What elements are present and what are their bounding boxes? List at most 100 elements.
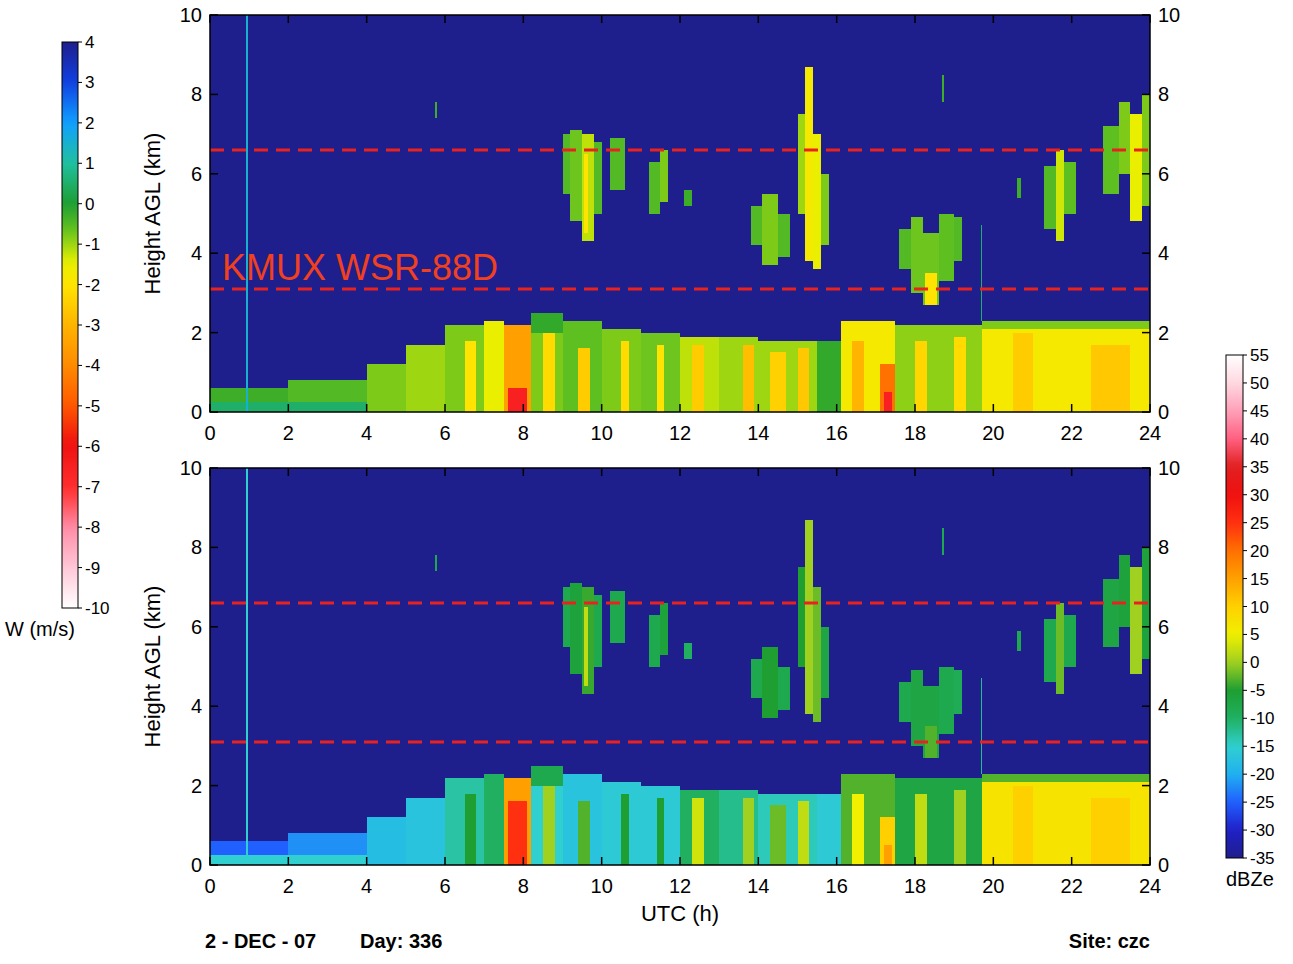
echo-cell [210,402,367,412]
y-tick-label: 6 [191,163,202,185]
colorbar-tick [78,405,82,406]
y-tick [210,14,218,16]
x-tick-label: 4 [361,875,372,897]
echo-cell [508,801,528,865]
echo-cell [1130,114,1142,221]
echo-cell [923,686,939,757]
echo-cell [570,130,582,221]
echo-cell [610,138,626,190]
echo-cell [939,214,955,281]
y-tick [1142,705,1150,707]
colorbar-tick-label: 1 [85,154,94,173]
reference-line [210,601,1150,604]
y-tick [1142,864,1150,866]
x-tick [444,857,446,865]
reference-line [210,740,1150,743]
echo-cell [543,333,555,412]
x-tick [288,404,290,412]
x-tick [601,404,603,412]
echo-cell [982,321,1150,329]
echo-cell [1056,603,1064,694]
x-tick [914,857,916,865]
echo-cell [210,855,367,865]
colorbar-tick [1243,830,1247,831]
echo-cell [1119,102,1131,173]
x-tick [523,468,525,476]
y-tick-label: 8 [191,536,202,558]
chart-canvas: 02468101214161820222400224466881010Heigh… [0,0,1293,964]
colorbar-tick-label: 50 [1250,374,1269,393]
y-tick-label: 6 [1158,163,1169,185]
y-tick-label: 10 [1158,4,1180,26]
y-tick-label: 0 [1158,401,1169,423]
echo-cell [602,329,641,412]
y-tick [210,411,218,413]
y-tick [210,332,218,334]
echo-cell [954,337,966,412]
colorbar-tick [78,446,82,447]
colorbar-tick [1243,438,1247,439]
y-tick-label: 2 [191,322,202,344]
echo-cell [1064,162,1076,214]
echo-cell [942,75,944,103]
colorbar-tick-label: 35 [1250,458,1269,477]
echo-cell [1103,126,1119,193]
x-tick [601,468,603,476]
x-tick [288,857,290,865]
echo-cell [543,786,555,865]
x-axis-title: UTC (h) [641,901,719,926]
x-tick [993,15,995,23]
echo-cell [911,217,923,292]
colorbar-tick-label: 25 [1250,514,1269,533]
echo-cell [465,341,477,412]
x-tick-label: 18 [904,875,926,897]
echo-cell [504,778,531,865]
y-axis-title: Height AGL (km) [140,133,165,295]
x-tick-label: 12 [669,422,691,444]
colorbar-tick-label: 55 [1250,346,1269,365]
y-tick [210,547,218,549]
colorbar-tick [1243,690,1247,691]
echo-cell [594,142,602,213]
x-tick-label: 10 [591,422,613,444]
x-tick [366,404,368,412]
colorbar-tick [78,122,82,123]
plot-frame [210,15,1150,412]
colorbar [1226,355,1243,858]
echo-cell [954,217,962,261]
echo-cell [841,321,896,412]
echo-cell [445,778,484,865]
y-tick-label: 10 [1158,457,1180,479]
colorbar-tick-label: -1 [85,235,100,254]
echo-cell [367,817,406,865]
plot-background [210,468,1150,865]
echo-cell [954,790,966,865]
echo-cell [821,627,829,698]
echo-cell [1013,786,1033,865]
y-tick-label: 4 [1158,695,1169,717]
y-tick [210,705,218,707]
reference-line [210,148,1150,151]
echo-cell [435,555,437,571]
y-tick-label: 8 [191,83,202,105]
echo-cell [852,341,864,412]
colorbar-tick-label: 40 [1250,430,1269,449]
y-tick [1142,547,1150,549]
colorbar-tick-label: 4 [85,33,94,52]
echo-cell [841,774,896,865]
data-group [210,15,1150,412]
echo-cell [817,794,841,865]
colorbar-tick [1243,802,1247,803]
echo-cell [563,321,602,412]
echo-cell [288,833,366,855]
colorbar-tick-label: 3 [85,73,94,92]
y-tick [1142,94,1150,96]
echo-cell [680,337,719,412]
colorbar-tick-label: -5 [1250,681,1265,700]
x-tick [679,468,681,476]
x-tick [209,468,211,476]
colorbar-tick [78,244,82,245]
echo-cell [954,670,962,714]
x-tick [758,468,760,476]
x-tick [209,15,211,23]
